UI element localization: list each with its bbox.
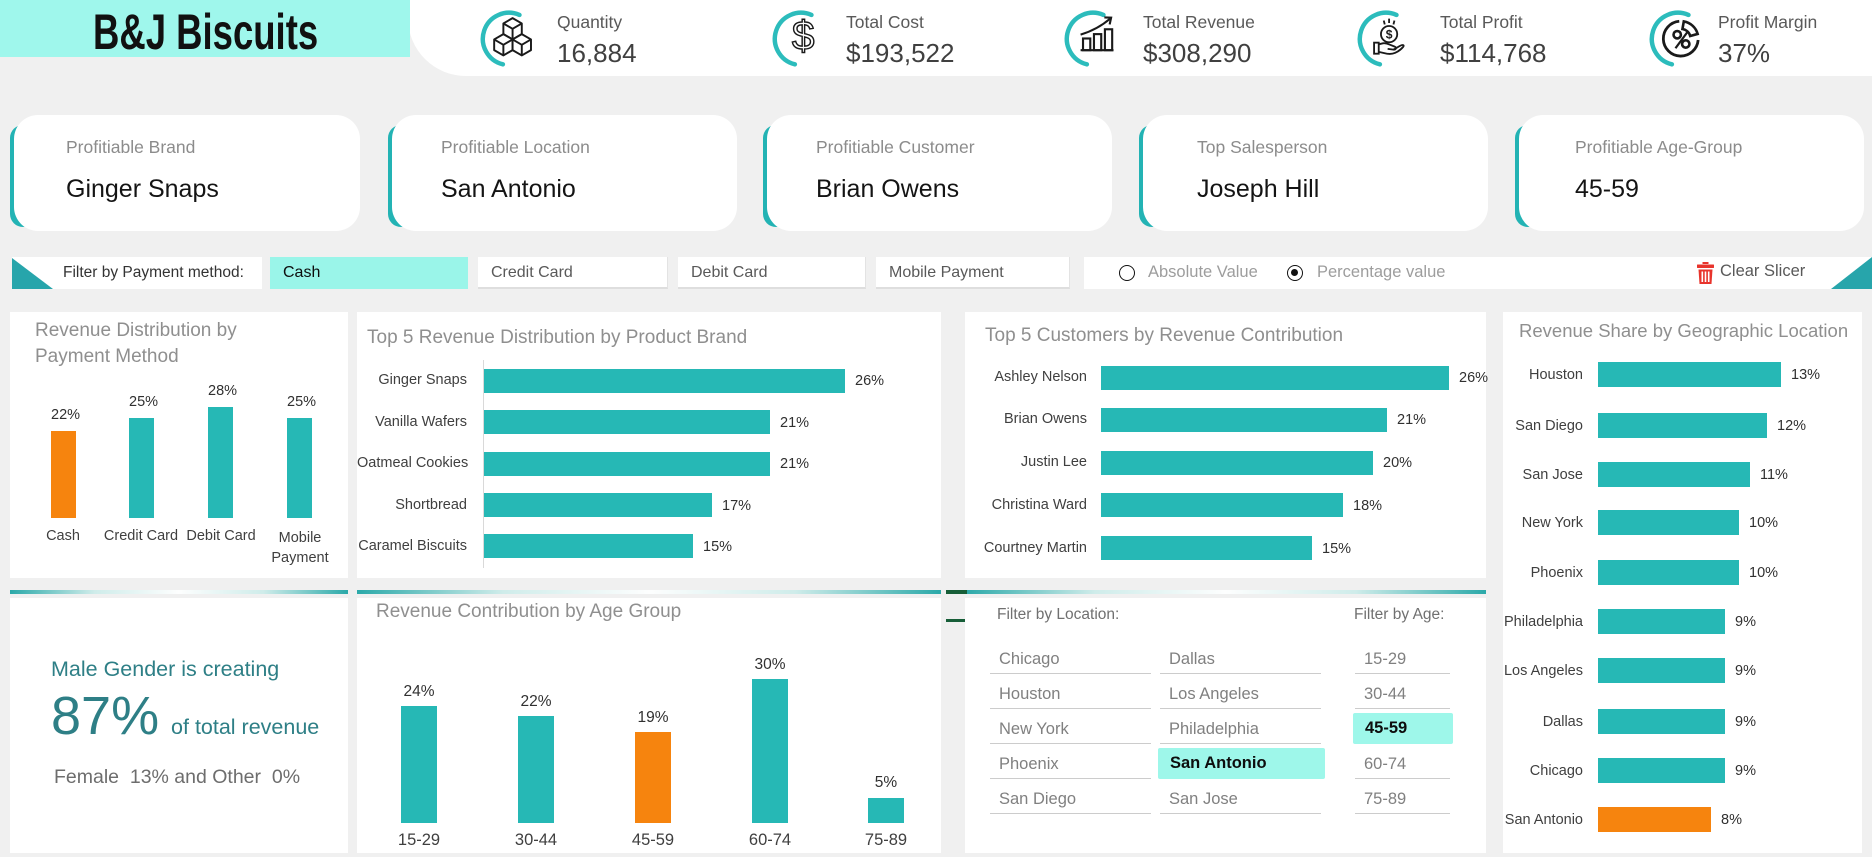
svg-text:$: $ <box>792 13 815 59</box>
svg-text:$: $ <box>1386 27 1393 41</box>
